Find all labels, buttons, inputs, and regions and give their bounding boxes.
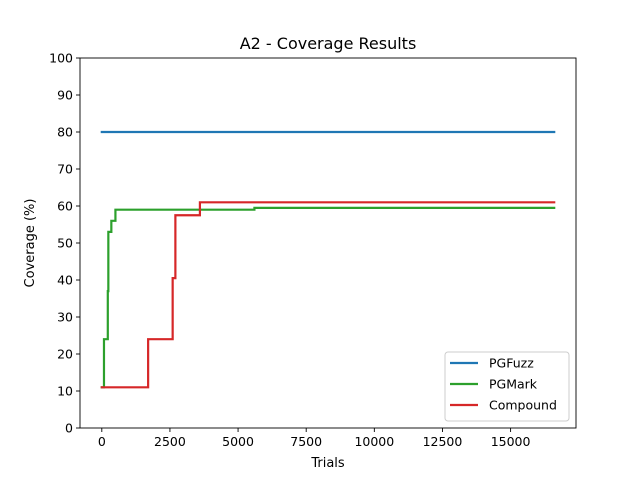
- legend: PGFuzz PGMark Compound: [444, 351, 570, 422]
- x-axis: 0 2500 5000 7500 10000 12500 15000: [98, 428, 531, 449]
- series-line-pgmark: [100, 206, 556, 389]
- series-layer: [100, 130, 556, 389]
- x-tick-label: 12500: [423, 434, 463, 449]
- x-tick-label: 10000: [354, 434, 394, 449]
- y-axis-label: Coverage (%): [23, 199, 38, 288]
- y-tick-label: 50: [57, 236, 73, 251]
- x-tick-label: 7500: [290, 434, 322, 449]
- y-tick-label: 70: [57, 162, 73, 177]
- y-tick-label: 10: [57, 384, 73, 399]
- y-tick-label: 90: [57, 88, 73, 103]
- x-tick-label: 0: [98, 434, 106, 449]
- y-tick-label: 100: [49, 51, 73, 66]
- y-tick-label: 0: [65, 421, 73, 436]
- y-tick-label: 40: [57, 273, 73, 288]
- legend-box: [444, 351, 570, 422]
- y-tick-label: 60: [57, 199, 73, 214]
- legend-label-compound: Compound: [489, 398, 557, 413]
- y-tick-label: 30: [57, 310, 73, 325]
- legend-label-pgmark: PGMark: [489, 377, 538, 392]
- x-tick-label: 15000: [491, 434, 531, 449]
- legend-label-pgfuzz: PGFuzz: [489, 356, 534, 371]
- chart-title: A2 - Coverage Results: [240, 34, 417, 53]
- y-tick-label: 80: [57, 125, 73, 140]
- x-tick-label: 2500: [154, 434, 186, 449]
- series-line-compound: [100, 201, 556, 389]
- x-tick-label: 5000: [222, 434, 254, 449]
- y-axis: 0 10 20 30 40 50 60 70 80 90 100: [49, 51, 80, 436]
- x-axis-label: Trials: [310, 456, 345, 471]
- y-tick-label: 20: [57, 347, 73, 362]
